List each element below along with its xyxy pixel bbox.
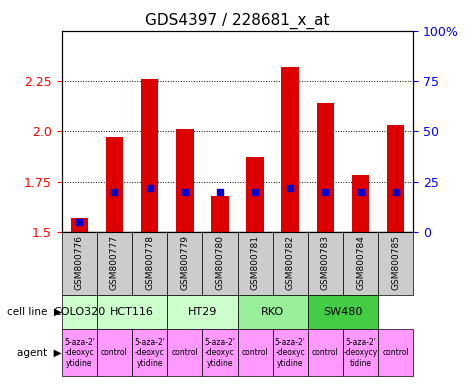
FancyBboxPatch shape: [238, 232, 273, 295]
Text: 5-aza-2'
-deoxycy
tidine: 5-aza-2' -deoxycy tidine: [343, 338, 378, 367]
Text: control: control: [242, 348, 268, 357]
FancyBboxPatch shape: [202, 232, 238, 295]
Text: agent  ▶: agent ▶: [17, 348, 62, 358]
Text: RKO: RKO: [261, 307, 284, 317]
Text: control: control: [312, 348, 339, 357]
FancyBboxPatch shape: [238, 295, 308, 329]
Text: 5-aza-2'
-deoxyc
ytidine: 5-aza-2' -deoxyc ytidine: [134, 338, 165, 367]
FancyBboxPatch shape: [273, 232, 308, 295]
FancyBboxPatch shape: [167, 329, 202, 376]
FancyBboxPatch shape: [97, 232, 132, 295]
Text: GSM800780: GSM800780: [216, 235, 224, 290]
Text: 5-aza-2'
-deoxyc
ytidine: 5-aza-2' -deoxyc ytidine: [275, 338, 306, 367]
Bar: [141, 79, 158, 232]
Bar: [105, 137, 124, 232]
Title: GDS4397 / 228681_x_at: GDS4397 / 228681_x_at: [145, 13, 330, 29]
Text: control: control: [171, 348, 198, 357]
Text: GSM800782: GSM800782: [286, 235, 294, 290]
FancyBboxPatch shape: [62, 329, 97, 376]
FancyBboxPatch shape: [378, 329, 413, 376]
FancyBboxPatch shape: [97, 329, 132, 376]
Text: COLO320: COLO320: [53, 307, 105, 317]
FancyBboxPatch shape: [167, 232, 202, 295]
Bar: [387, 125, 404, 232]
Bar: [352, 175, 369, 232]
Text: GSM800783: GSM800783: [321, 235, 330, 290]
FancyBboxPatch shape: [308, 232, 343, 295]
FancyBboxPatch shape: [238, 329, 273, 376]
Bar: [211, 195, 228, 232]
Text: control: control: [101, 348, 128, 357]
Bar: [247, 157, 264, 232]
FancyBboxPatch shape: [132, 329, 167, 376]
Text: GSM800785: GSM800785: [391, 235, 400, 290]
Bar: [176, 129, 194, 232]
FancyBboxPatch shape: [378, 232, 413, 295]
FancyBboxPatch shape: [343, 232, 378, 295]
Text: GSM800779: GSM800779: [180, 235, 189, 290]
Text: control: control: [382, 348, 409, 357]
Bar: [281, 67, 299, 232]
Text: GSM800778: GSM800778: [145, 235, 154, 290]
FancyBboxPatch shape: [62, 295, 97, 329]
FancyBboxPatch shape: [308, 295, 378, 329]
FancyBboxPatch shape: [202, 329, 238, 376]
Text: GSM800781: GSM800781: [251, 235, 259, 290]
Text: 5-aza-2'
-deoxyc
ytidine: 5-aza-2' -deoxyc ytidine: [204, 338, 236, 367]
Text: HT29: HT29: [188, 307, 217, 317]
FancyBboxPatch shape: [97, 295, 167, 329]
Text: HCT116: HCT116: [110, 307, 154, 317]
Text: 5-aza-2'
-deoxyc
ytidine: 5-aza-2' -deoxyc ytidine: [64, 338, 95, 367]
FancyBboxPatch shape: [343, 329, 378, 376]
FancyBboxPatch shape: [167, 295, 238, 329]
Text: GSM800776: GSM800776: [75, 235, 84, 290]
Text: GSM800784: GSM800784: [356, 235, 365, 290]
Text: cell line  ▶: cell line ▶: [7, 307, 62, 317]
FancyBboxPatch shape: [132, 232, 167, 295]
Bar: [71, 218, 88, 232]
FancyBboxPatch shape: [62, 232, 97, 295]
FancyBboxPatch shape: [273, 329, 308, 376]
Text: SW480: SW480: [323, 307, 362, 317]
FancyBboxPatch shape: [308, 329, 343, 376]
Bar: [316, 103, 334, 232]
Text: GSM800777: GSM800777: [110, 235, 119, 290]
